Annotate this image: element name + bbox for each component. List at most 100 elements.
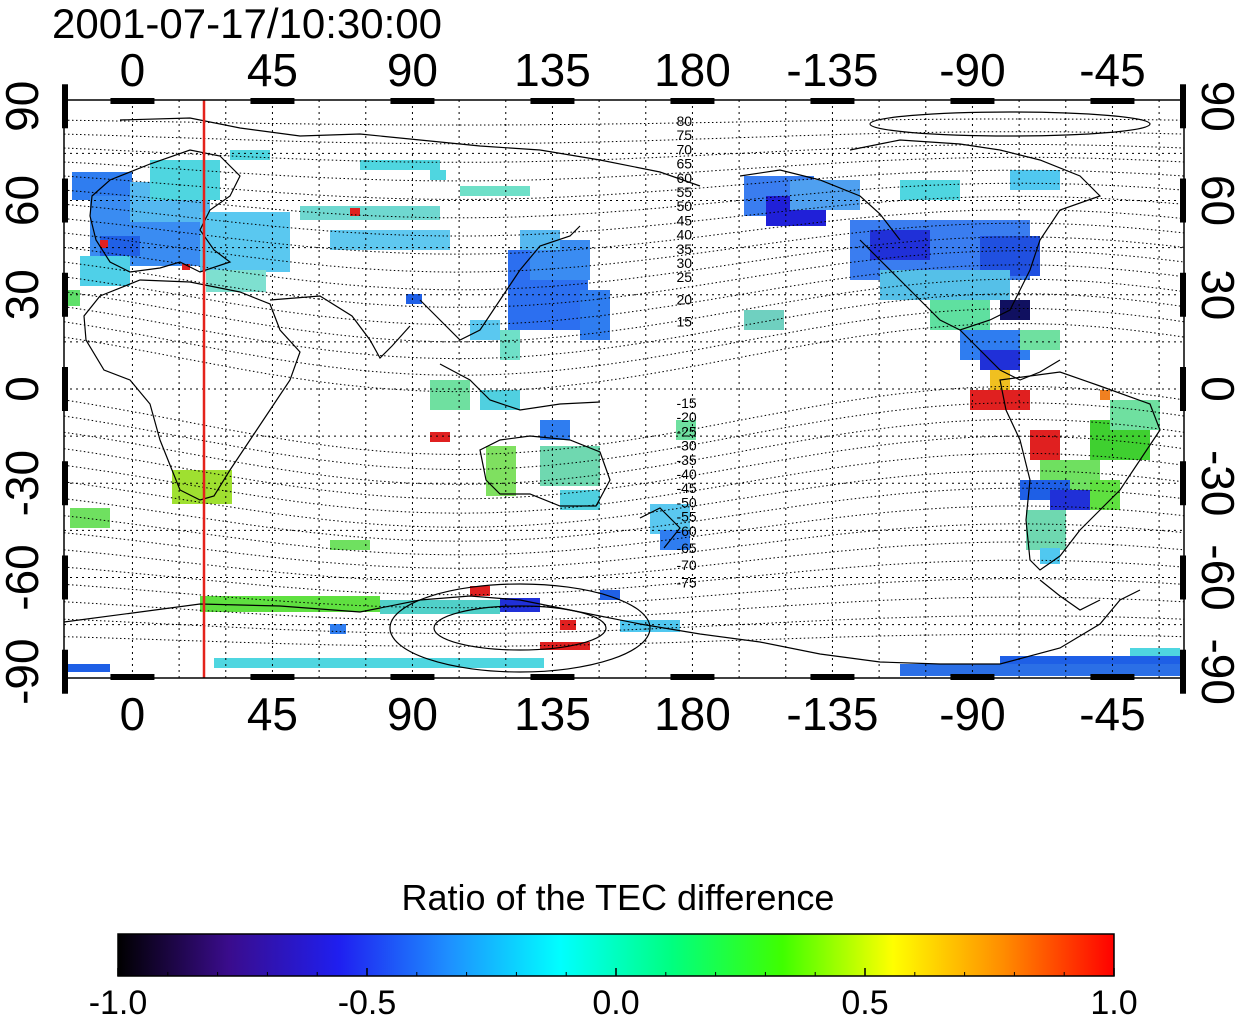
magnetic-latitude-contours — [64, 118, 1184, 647]
contour-label: -45 — [676, 480, 696, 496]
lat-tick-label-right: 0 — [1192, 376, 1240, 402]
contour-line — [64, 596, 1184, 622]
bottom-tick-mark — [950, 674, 995, 680]
contour-line — [64, 452, 1184, 514]
lat-lon-grid — [64, 100, 1184, 678]
tec-data-patches — [64, 150, 1180, 676]
contour-label: 50 — [676, 198, 692, 214]
contour-label: 30 — [676, 255, 692, 271]
top-tick-mark — [250, 98, 295, 104]
contour-label: -40 — [676, 466, 696, 482]
contour-label: -60 — [676, 523, 696, 539]
contour-line — [64, 209, 1184, 255]
top-tick-mark — [810, 98, 855, 104]
bottom-tick-mark — [110, 674, 155, 680]
contour-label: -15 — [676, 395, 696, 411]
left-latitude-labels: 90 60 30 0 -30 -60 -90 — [0, 81, 48, 705]
contour-label: 65 — [676, 156, 692, 172]
lon-tick-label-top: 90 — [387, 44, 438, 96]
lat-tick-label-left: -90 — [0, 638, 48, 704]
contour-label: -35 — [676, 452, 696, 468]
contour-line — [64, 144, 1184, 163]
lat-tick-label-left: -60 — [0, 544, 48, 610]
contour-label: 45 — [676, 212, 692, 228]
bottom-tick-mark — [530, 674, 575, 680]
contour-line — [64, 293, 1184, 360]
contour-label: -70 — [676, 557, 696, 573]
top-tick-mark — [110, 98, 155, 104]
contour-line — [64, 156, 1184, 182]
lat-tick-label-right: -60 — [1192, 544, 1240, 610]
axis-ticks — [62, 84, 1186, 694]
top-tick-mark — [1090, 98, 1135, 104]
contour-line — [64, 323, 1184, 393]
contour-label: 60 — [676, 170, 692, 186]
contour-label: 25 — [676, 269, 692, 285]
top-tick-mark — [670, 98, 715, 104]
lon-tick-label-bottom: -135 — [786, 688, 878, 740]
contour-label: 70 — [676, 141, 692, 157]
lat-tick-label-left: 0 — [0, 376, 48, 402]
colorbar-tick-label: -0.5 — [338, 984, 397, 1022]
contour-line — [64, 435, 1184, 500]
bottom-tick-mark — [670, 674, 715, 680]
right-tick-mark — [1180, 649, 1186, 694]
contour-line — [64, 236, 1184, 291]
lat-tick-label-right: -30 — [1192, 450, 1240, 516]
contour-label: 35 — [676, 241, 692, 257]
lon-tick-label-bottom: 90 — [387, 688, 438, 740]
contour-line — [64, 615, 1184, 634]
left-tick-mark — [62, 461, 68, 506]
lon-tick-label-bottom: 0 — [120, 688, 146, 740]
contour-line — [64, 559, 1184, 596]
colorbar-ticks: -1.0 -0.5 0.0 0.5 1.0 — [89, 968, 1138, 1022]
left-tick-mark — [62, 178, 68, 223]
contour-line — [64, 195, 1184, 237]
right-tick-mark — [1180, 272, 1186, 317]
lon-tick-label-bottom: 45 — [247, 688, 298, 740]
lon-tick-label-bottom: -90 — [939, 688, 1005, 740]
bottom-tick-mark — [1090, 674, 1135, 680]
lon-tick-label-top: 135 — [514, 44, 591, 96]
left-tick-mark — [62, 272, 68, 317]
contour-label: 55 — [676, 184, 692, 200]
lat-tick-label-left: 30 — [0, 269, 48, 320]
contour-line — [64, 118, 1184, 126]
contour-label: -55 — [676, 509, 696, 525]
contour-label: -30 — [676, 438, 696, 454]
contour-line — [64, 222, 1184, 273]
colorbar-tick-label: 0.5 — [841, 984, 888, 1022]
contour-line — [64, 278, 1184, 343]
contour-label: -25 — [676, 423, 696, 439]
contour-line — [64, 541, 1184, 583]
lat-tick-label-right: 30 — [1192, 269, 1240, 320]
top-tick-mark — [390, 98, 435, 104]
contour-line — [64, 523, 1184, 569]
lat-tick-label-left: 90 — [0, 81, 48, 132]
lat-tick-label-left: 60 — [0, 175, 48, 226]
contour-label: 40 — [676, 227, 692, 243]
contour-label: 15 — [676, 314, 692, 330]
contour-label: -65 — [676, 540, 696, 556]
colorbar-tick-label: 0.0 — [592, 984, 639, 1022]
contour-line — [64, 487, 1184, 542]
contour-label: -20 — [676, 409, 696, 425]
lon-tick-label-bottom: -45 — [1079, 688, 1145, 740]
contour-line — [64, 418, 1184, 485]
contour-label: 75 — [676, 127, 692, 143]
lon-tick-label-top: -135 — [786, 44, 878, 96]
lon-tick-label-top: -45 — [1079, 44, 1145, 96]
bottom-tick-mark — [810, 674, 855, 680]
right-latitude-labels: 90 60 30 0 -30 -60 -90 — [1192, 81, 1240, 705]
lat-tick-label-left: -30 — [0, 450, 48, 516]
colorbar-tick-label: 1.0 — [1090, 984, 1137, 1022]
contour-line — [64, 505, 1184, 556]
lon-tick-label-top: 45 — [247, 44, 298, 96]
contour-line — [64, 131, 1184, 145]
contour-label: 20 — [676, 291, 692, 307]
lon-tick-label-top: 180 — [654, 44, 731, 96]
contour-line — [64, 182, 1184, 219]
left-tick-mark — [62, 555, 68, 600]
